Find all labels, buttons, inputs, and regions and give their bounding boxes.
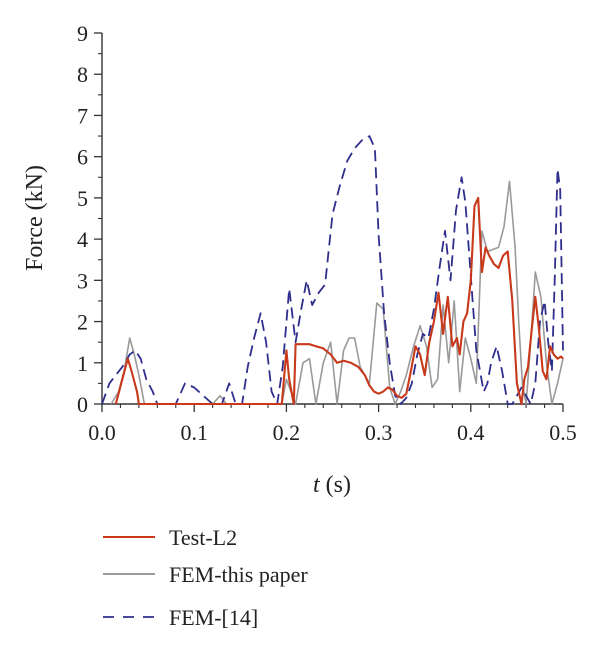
y-tick-label: 4 — [77, 227, 88, 252]
x-axis-title: t (s) — [313, 472, 351, 498]
x-tick-label: 0.0 — [88, 420, 116, 445]
y-axis-title: Force (kN) — [22, 165, 48, 271]
y-tick-label: 5 — [77, 186, 88, 211]
legend-label: FEM-[14] — [169, 605, 258, 630]
series-layer — [101, 135, 564, 406]
x-axis-title-unit: (s) — [320, 472, 351, 498]
x-axis-title-italic: t — [313, 472, 321, 498]
series-line-fem-this-paper — [110, 180, 564, 405]
x-tick-label: 0.1 — [180, 420, 208, 445]
legend-label: Test-L2 — [169, 525, 237, 550]
y-tick-label: 3 — [77, 268, 88, 293]
axes — [94, 32, 564, 412]
y-tick-label: 6 — [77, 145, 88, 170]
y-tick-label: 7 — [77, 103, 88, 128]
y-tick-label: 1 — [77, 351, 88, 376]
y-tick-label: 8 — [77, 62, 88, 87]
series-line-fem-14 — [101, 135, 564, 405]
y-tick-label: 0 — [77, 392, 88, 417]
x-tick-label: 0.5 — [549, 420, 577, 445]
legend-label: FEM-this paper — [169, 562, 308, 587]
y-tick-label: 2 — [77, 310, 88, 335]
legend: Test-L2 FEM-this paper FEM-[14] — [103, 525, 308, 630]
y-tick-label: 9 — [77, 21, 88, 46]
tick-labels: 0 1 2 3 4 5 6 7 8 9 0.0 0.1 0.2 0.3 0.4 0.5 — [77, 21, 577, 445]
x-tick-label: 0.2 — [273, 420, 301, 445]
x-tick-label: 0.3 — [365, 420, 393, 445]
series-line-test-l2 — [114, 196, 564, 406]
x-tick-label: 0.4 — [457, 420, 485, 445]
